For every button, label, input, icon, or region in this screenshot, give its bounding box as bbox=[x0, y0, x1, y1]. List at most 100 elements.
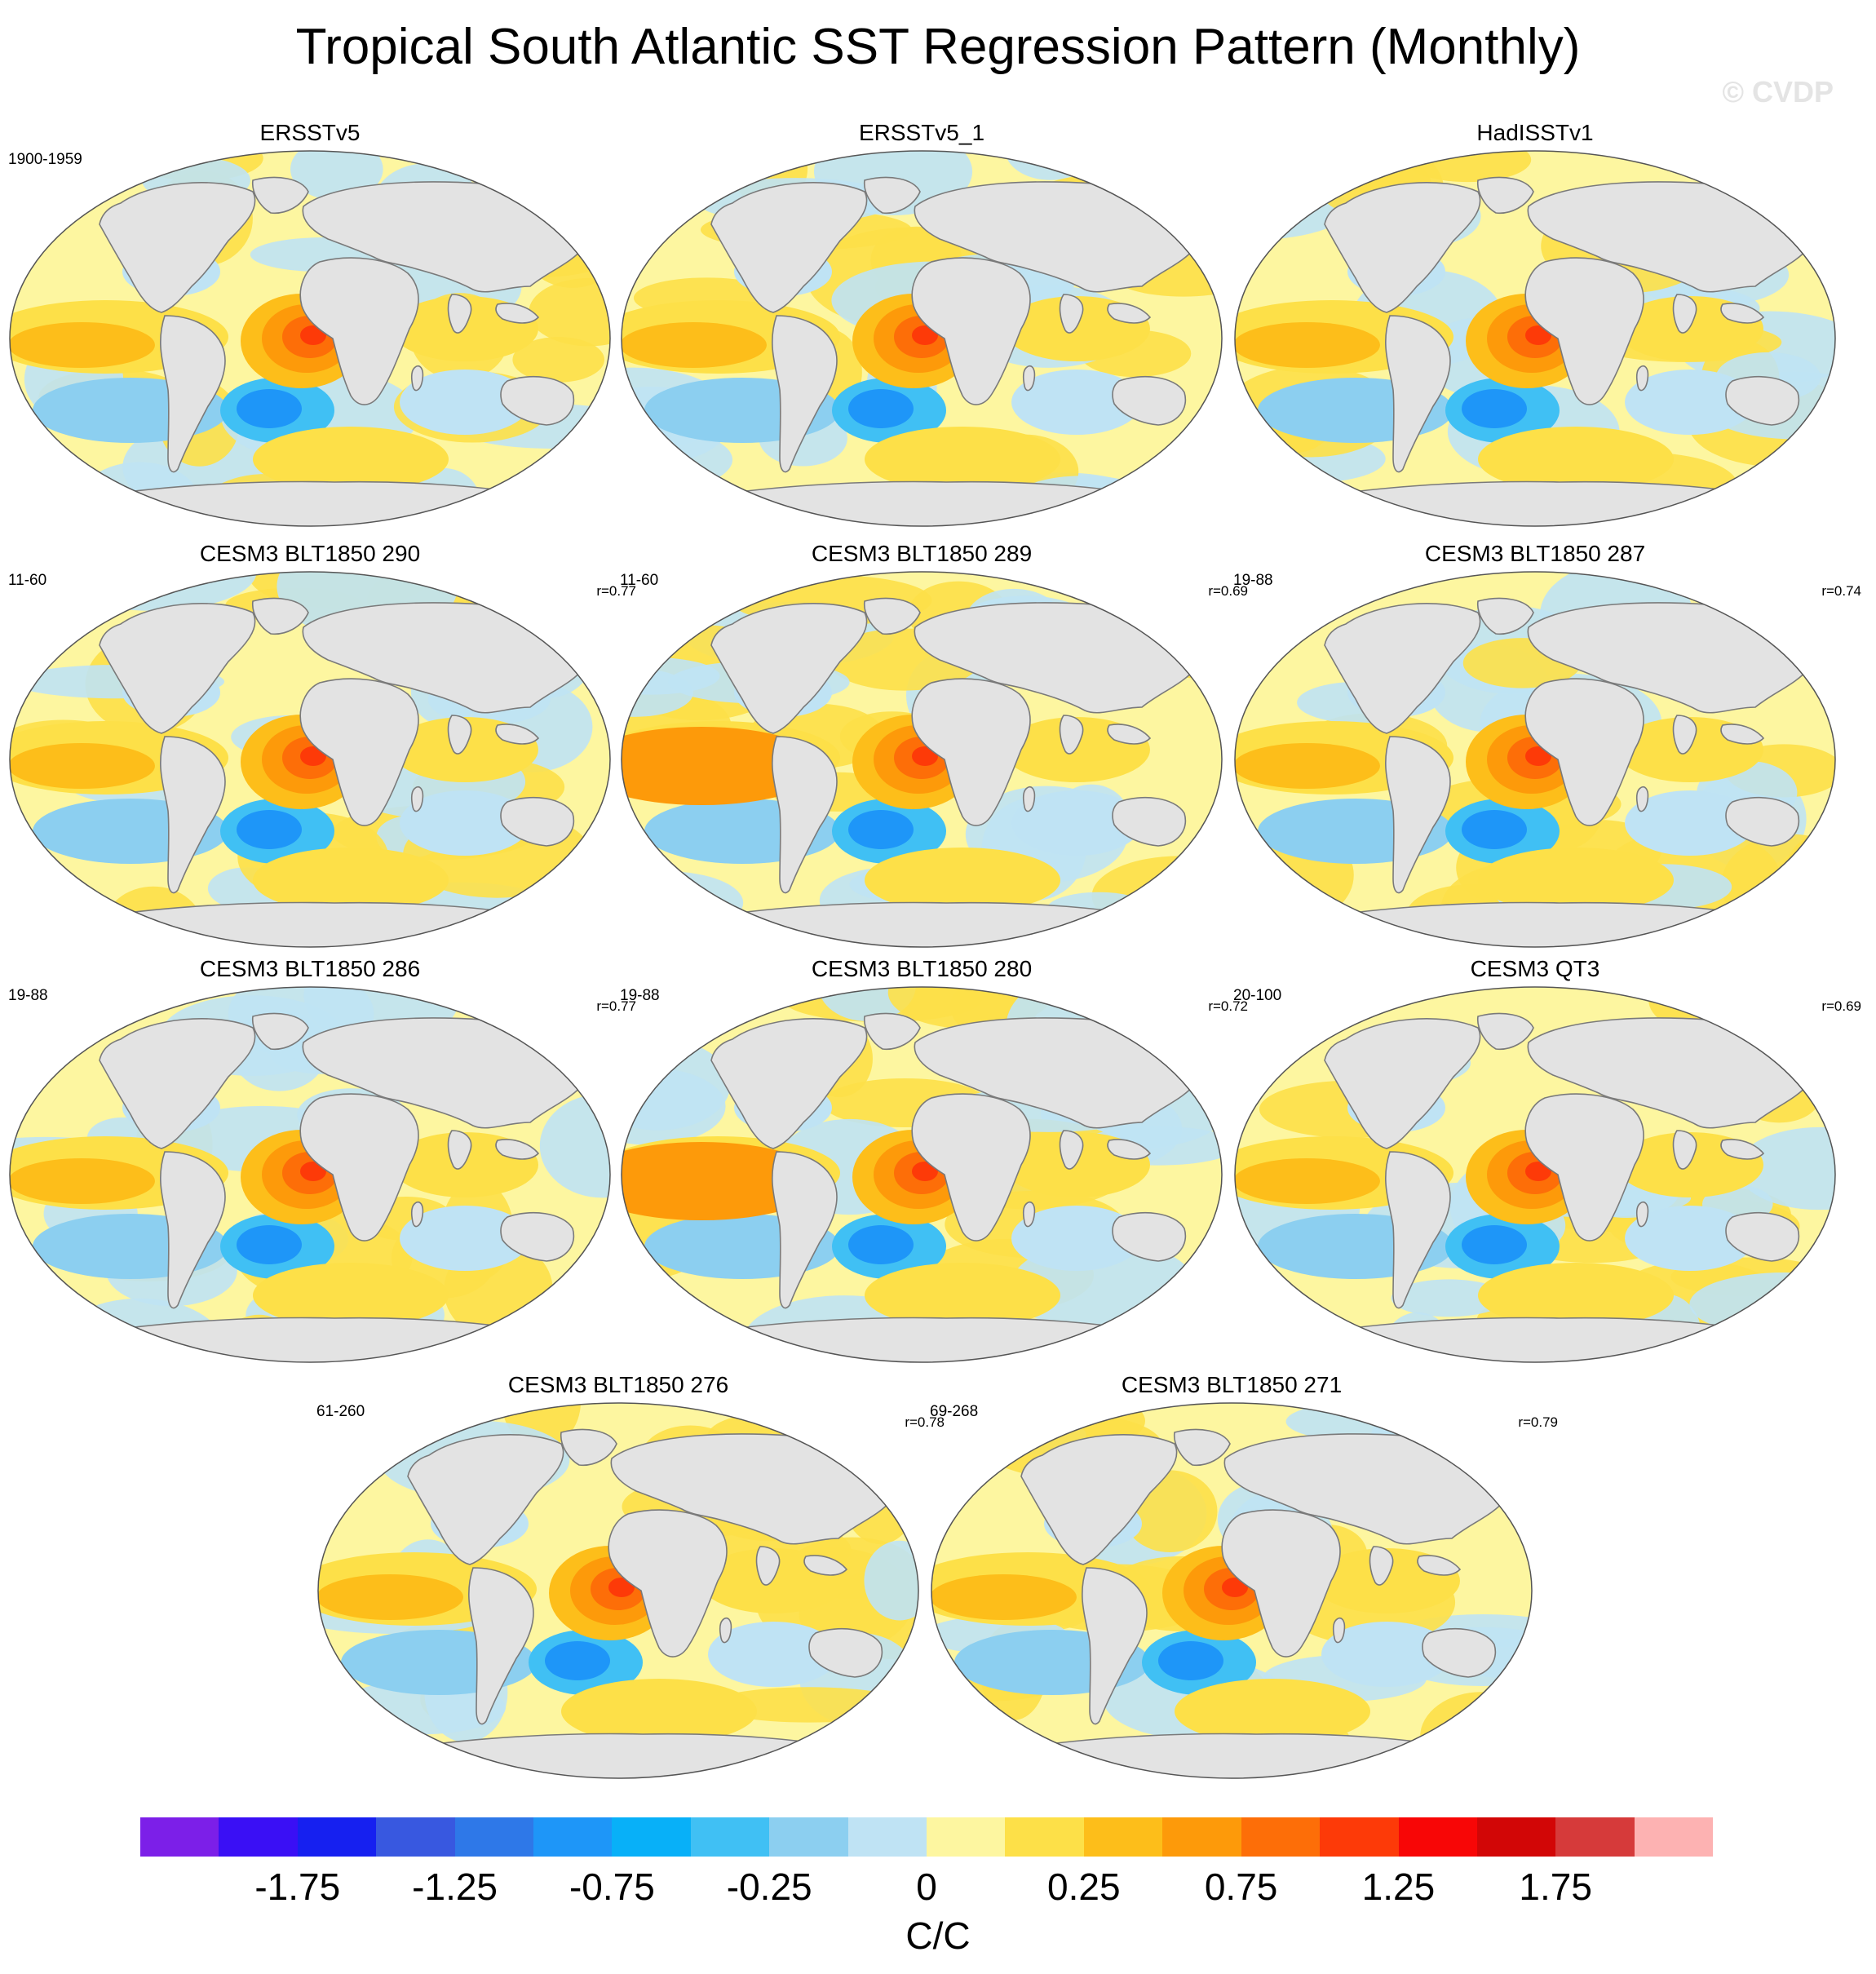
colorbar-swatch bbox=[1476, 1817, 1556, 1857]
anomaly-blob bbox=[912, 1162, 938, 1181]
anomaly-blob bbox=[865, 1263, 1060, 1328]
panel-period: 20-100 bbox=[1233, 987, 1282, 1004]
anomaly-blob bbox=[1391, 1279, 1507, 1317]
india-landmass bbox=[1672, 715, 1697, 755]
africa-landmass bbox=[911, 1093, 1031, 1241]
cvdp-watermark: © CVDP bbox=[1722, 75, 1834, 108]
africa-landmass bbox=[299, 678, 419, 826]
world-map bbox=[621, 150, 1223, 527]
africa-landmass bbox=[1524, 257, 1644, 405]
anomaly-blob bbox=[237, 1225, 302, 1264]
australia-landmass bbox=[1112, 1212, 1187, 1262]
colorbar-swatch bbox=[769, 1817, 848, 1857]
panel-period: 69-268 bbox=[930, 1403, 979, 1420]
panel-title: CESM3 BLT1850 280 bbox=[811, 956, 1033, 981]
anomaly-blob bbox=[237, 810, 302, 849]
seasia-landmass bbox=[803, 1555, 848, 1576]
anomaly-blob bbox=[1462, 1225, 1527, 1264]
map-panel: CESM3 BLT1850 287 19-88 r=0.74 bbox=[1233, 541, 1861, 949]
australia-landmass bbox=[808, 1628, 883, 1678]
namerica-landmass bbox=[1324, 182, 1481, 313]
india-landmass bbox=[1672, 294, 1697, 334]
greenland-landmass bbox=[560, 1428, 617, 1466]
australia-landmass bbox=[1725, 1212, 1800, 1262]
map-panel: CESM3 QT3 20-100 r=0.69 bbox=[1233, 956, 1861, 1364]
anomaly-blob bbox=[622, 905, 754, 947]
greenland-landmass bbox=[251, 1012, 309, 1050]
india-landmass bbox=[1059, 1130, 1084, 1170]
greenland-landmass bbox=[863, 597, 921, 635]
anomaly-blob bbox=[10, 1158, 155, 1204]
colorbar-swatch bbox=[847, 1817, 927, 1857]
anomaly-blob bbox=[1525, 325, 1551, 345]
world-map bbox=[1234, 986, 1836, 1363]
anomaly-blob bbox=[622, 322, 767, 368]
anomaly-blob bbox=[1737, 1126, 1835, 1211]
seasia-landmass bbox=[1720, 724, 1765, 745]
madagascar-landmass bbox=[410, 1201, 424, 1228]
africa-landmass bbox=[911, 678, 1031, 826]
anomaly-blob bbox=[545, 1641, 610, 1680]
map-panel: CESM3 BLT1850 289 11-60 r=0.69 bbox=[620, 541, 1248, 949]
anomaly-blob bbox=[37, 1339, 177, 1362]
africa-landmass bbox=[299, 1093, 419, 1241]
anomaly-blob bbox=[1405, 151, 1532, 183]
colorbar-units: C/C bbox=[905, 1914, 971, 1957]
samerica-landmass bbox=[1385, 736, 1451, 894]
anomaly-blob bbox=[848, 389, 914, 428]
colorbar-swatch bbox=[612, 1817, 691, 1857]
map-border bbox=[1234, 571, 1836, 948]
colorbar-tick-label: 0 bbox=[916, 1866, 937, 1908]
panel-correlation: r=0.78 bbox=[905, 1414, 945, 1430]
map-border bbox=[9, 571, 611, 948]
anomaly-blob bbox=[1462, 810, 1527, 849]
anomaly-blob bbox=[931, 1700, 971, 1758]
australia-landmass bbox=[1725, 376, 1800, 426]
map-panel: HadISSTv1 bbox=[1233, 120, 1837, 528]
map-panel: CESM3 BLT1850 271 69-268 r=0.79 bbox=[930, 1372, 1558, 1780]
map-border bbox=[621, 571, 1223, 948]
colorbar-swatch bbox=[1005, 1817, 1084, 1857]
panel-period: 11-60 bbox=[620, 572, 659, 589]
colorbar-tick-label: 1.25 bbox=[1361, 1866, 1436, 1908]
madagascar-landmass bbox=[410, 786, 424, 812]
world-map bbox=[931, 1402, 1533, 1779]
panel-correlation: r=0.69 bbox=[1821, 998, 1861, 1014]
seasia-landmass bbox=[1720, 1139, 1765, 1160]
namerica-landmass bbox=[99, 603, 256, 734]
samerica-landmass bbox=[1082, 1567, 1148, 1725]
africa-landmass bbox=[608, 1509, 728, 1658]
anomaly-blob bbox=[529, 151, 610, 206]
namerica-landmass bbox=[1324, 603, 1481, 734]
samerica-landmass bbox=[160, 315, 226, 473]
australia-landmass bbox=[500, 376, 575, 426]
anomaly-blob bbox=[622, 727, 824, 805]
anomaly-blob bbox=[1235, 743, 1380, 789]
australia-landmass bbox=[1725, 797, 1800, 847]
world-map bbox=[621, 986, 1223, 1363]
anomaly-blob bbox=[1462, 389, 1527, 428]
figure-title: Tropical South Atlantic SST Regression P… bbox=[295, 19, 1581, 75]
panel-correlation: r=0.74 bbox=[1821, 583, 1861, 599]
map-panel: CESM3 BLT1850 280 19-88 r=0.72 bbox=[620, 956, 1248, 1364]
namerica-landmass bbox=[407, 1434, 564, 1565]
madagascar-landmass bbox=[410, 365, 424, 392]
colorbar bbox=[140, 1817, 1714, 1857]
map-border bbox=[621, 150, 1223, 527]
map-border bbox=[317, 1402, 919, 1779]
map-panel: ERSSTv5_1 bbox=[620, 120, 1223, 528]
seasia-landmass bbox=[1107, 303, 1152, 324]
colorbar-swatch bbox=[140, 1817, 219, 1857]
panel-title: ERSSTv5 bbox=[259, 120, 361, 145]
india-landmass bbox=[1059, 715, 1084, 755]
samerica-landmass bbox=[160, 736, 226, 894]
colorbar-swatch bbox=[1241, 1817, 1321, 1857]
anomaly-blob bbox=[818, 987, 916, 1022]
australia-landmass bbox=[1422, 1628, 1497, 1678]
map-panel: CESM3 BLT1850 276 61-260 r=0.78 bbox=[316, 1372, 945, 1780]
anomaly-blob bbox=[253, 848, 449, 913]
anomaly-blob bbox=[1478, 848, 1674, 913]
namerica-landmass bbox=[99, 182, 256, 313]
greenland-landmass bbox=[1476, 597, 1534, 635]
colorbar-tick-label: -0.75 bbox=[569, 1866, 655, 1908]
